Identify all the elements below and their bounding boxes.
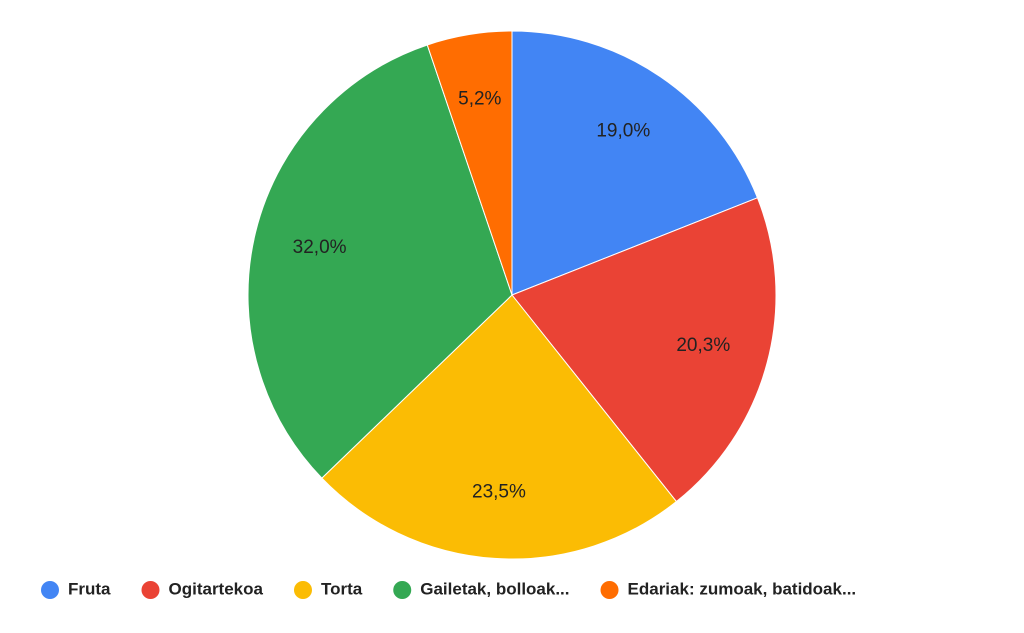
pie-slice — [321, 294, 678, 560]
pie-slice — [511, 30, 759, 296]
pie-slice — [426, 30, 513, 296]
pie-slice — [247, 44, 513, 479]
pie-slice — [511, 197, 777, 503]
legend-label: Edariak: zumoak, batidoak... — [628, 579, 857, 598]
legend-marker — [293, 581, 312, 599]
legend-marker — [393, 581, 412, 599]
legend-label: Ogitartekoa — [169, 579, 264, 598]
legend-marker — [41, 581, 59, 599]
value-label: 5,2% — [458, 89, 501, 110]
legend-marker — [141, 581, 160, 599]
legend-label: Gailetak, bolloak... — [420, 579, 569, 598]
value-label: 19,0% — [596, 120, 650, 141]
legend-label: Torta — [321, 579, 363, 598]
legend-marker — [600, 581, 619, 599]
value-label: 23,5% — [472, 482, 526, 503]
value-label: 32,0% — [293, 237, 347, 258]
value-label: 20,3% — [676, 335, 730, 356]
legend-label: Fruta — [68, 579, 111, 598]
